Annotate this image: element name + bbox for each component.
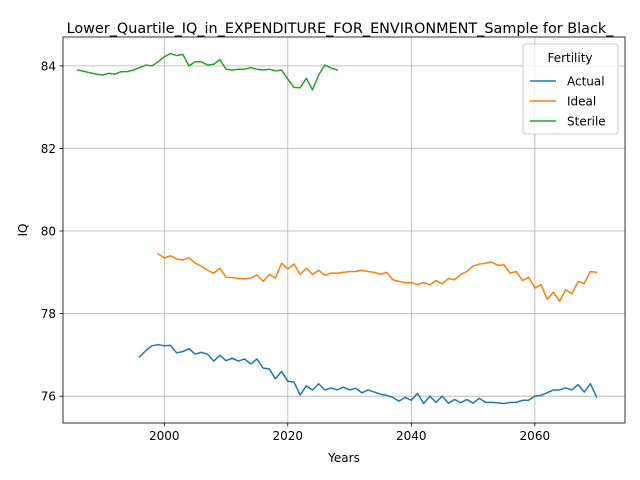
series-line-actual [138, 343, 598, 405]
legend-label-actual: Actual [567, 75, 605, 89]
y-tick-label: 78 [41, 307, 56, 321]
legend: Fertility Actual Ideal Sterile [522, 43, 619, 135]
chart-title: Lower_Quartile_IQ_in_EXPENDITURE_FOR_ENV… [67, 21, 615, 37]
y-tick-label: 82 [41, 142, 56, 156]
series-layer [76, 52, 598, 405]
series-line-sterile [76, 52, 339, 91]
legend-items: Actual Ideal Sterile [530, 75, 606, 129]
x-tick-label: 2040 [396, 429, 427, 443]
legend-title: Fertility [547, 51, 592, 65]
y-axis-label: IQ [16, 224, 30, 237]
y-tick-label: 84 [41, 59, 56, 73]
legend-label-ideal: Ideal [567, 95, 596, 109]
x-axis-label: Years [327, 451, 360, 465]
axis-ticks: 2000 2020 2040 2060 76 78 80 82 84 [41, 59, 550, 443]
legend-label-sterile: Sterile [567, 115, 606, 129]
legend-box [522, 43, 619, 135]
x-tick-label: 2060 [520, 429, 551, 443]
axes-frame [62, 36, 626, 424]
y-tick-label: 76 [41, 390, 56, 404]
series-line-ideal [157, 252, 598, 302]
y-tick-label: 80 [41, 225, 56, 239]
x-tick-label: 2000 [149, 429, 180, 443]
x-tick-label: 2020 [273, 429, 304, 443]
